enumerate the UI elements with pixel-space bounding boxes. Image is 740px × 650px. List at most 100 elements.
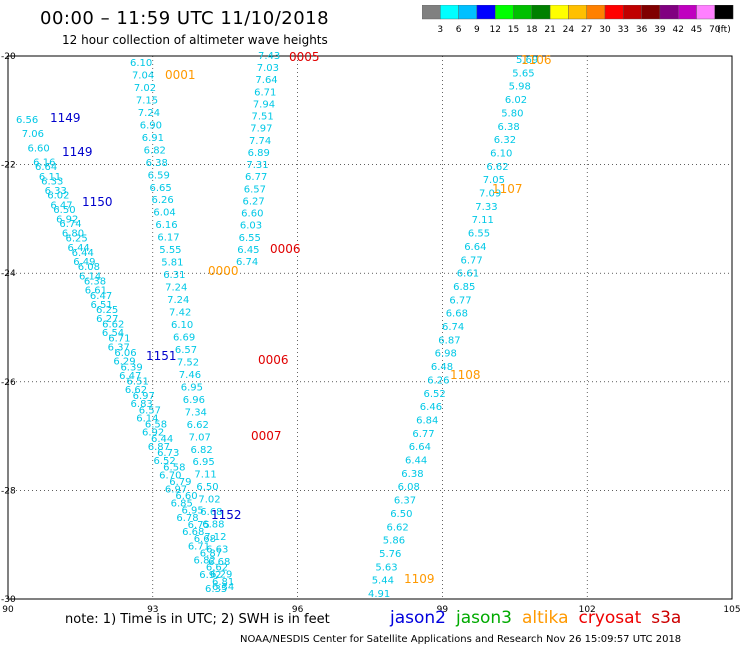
map-tick-labels: 90 93 96 99 102 105 -20 -22 -24 -26 -28 -30 <box>1 52 740 615</box>
swh-value-west-inner: 6.95 <box>181 505 203 516</box>
swh-value-west: 6.14 <box>79 271 101 282</box>
swh-value-mid: 6.31 <box>163 270 185 281</box>
swh-value-east-a: 7.74 <box>249 136 271 147</box>
scale-swatch <box>714 5 734 20</box>
scale-label: 15 <box>508 25 519 35</box>
swh-value-west: 6.83 <box>131 399 153 410</box>
lon-tick-label: 105 <box>723 605 740 615</box>
swh-value-west: 6.92 <box>56 214 78 225</box>
swh-value-east-b: 6.02 <box>505 95 527 106</box>
swh-value-west-inner: 6.68 <box>194 534 216 545</box>
swh-value-mid: 5.55 <box>159 245 181 256</box>
swh-value-east-a: 7.97 <box>250 124 272 135</box>
scale-label: 70 <box>709 25 721 35</box>
swh-value-east-b: 6.55 <box>468 229 490 240</box>
swh-value-mid: 6.10 <box>130 58 152 69</box>
scale-label: 21 <box>544 25 555 35</box>
swh-value-mid: 6.34 <box>212 582 234 593</box>
swh-value-mid: 6.50 <box>196 482 218 493</box>
swh-value-west: 6.27 <box>96 314 118 325</box>
swh-value-east-b: 5.44 <box>372 576 394 587</box>
swh-value-mid: 7.07 <box>189 432 211 443</box>
swh-value-west: 6.14 <box>136 413 158 424</box>
swh-value-west: 6.52 <box>153 456 175 467</box>
swh-value-west-inner: 6.62 <box>206 563 228 574</box>
swh-value-west: 6.35 <box>205 584 227 595</box>
swh-value-east-b: 6.64 <box>464 242 486 253</box>
swh-value-west: 6.62 <box>125 385 147 396</box>
swh-value-west-inner: 6.75 <box>188 520 210 531</box>
swh-value-west: 6.47 <box>119 371 141 382</box>
swh-value-west-inner: 6.79 <box>169 477 191 488</box>
color-scale: 3 6 9 12 15 18 21 24 27 30 33 36 39 42 45 70(ft) <box>422 5 734 35</box>
swh-value-west-inner: 6.58 <box>145 420 167 431</box>
swh-value-mid: 7.15 <box>136 95 158 106</box>
lon-tick-label: 99 <box>437 605 449 615</box>
swh-value-mid: 5.81 <box>161 258 183 269</box>
swh-value-east-a: 6.60 <box>241 209 263 220</box>
swh-value-east-b: 7.33 <box>475 202 497 213</box>
swh-value-west-inner: 6.39 <box>120 362 142 373</box>
swh-value-east-b: 6.48 <box>431 362 453 373</box>
swh-value-mid: 6.04 <box>153 208 175 219</box>
legend-jason3: jason3 <box>456 608 512 628</box>
swh-value-west-inner: 6.60 <box>175 491 197 502</box>
swh-value-west: 6.44 <box>68 243 90 254</box>
time-label: 1108 <box>450 368 481 382</box>
swh-value-west: 6.49 <box>73 257 95 268</box>
swh-value-mid: 7.52 <box>177 357 199 368</box>
swh-value-west: 6.97 <box>165 485 187 496</box>
swh-value-mid: 7.42 <box>169 308 191 319</box>
map-frame <box>7 55 733 600</box>
swh-value-mid: 6.95 <box>192 457 214 468</box>
time-label: 1107 <box>492 182 523 196</box>
swh-value-west-inner: 6.25 <box>96 305 118 316</box>
swh-value-east-b: 4.91 <box>368 589 390 600</box>
swh-value-east-b: 6.61 <box>457 269 479 280</box>
swh-value-west-inner: 6.50 <box>53 205 75 216</box>
map-grid <box>7 55 733 600</box>
swh-value-east-b: 6.37 <box>394 496 416 507</box>
swh-value-east-b: 5.98 <box>509 82 531 93</box>
scale-label: 3 <box>437 25 443 35</box>
map-footer: NOAA/NESDIS Center for Satellite Applica… <box>240 634 682 645</box>
swh-value-west: 6.85 <box>171 499 193 510</box>
legend-cryosat: cryosat <box>578 608 642 628</box>
swh-value-east-a: 6.27 <box>242 196 264 207</box>
swh-value-mid: 7.02 <box>198 495 220 506</box>
swh-value-east-b: 5.80 <box>501 108 523 119</box>
time-label: 1149 <box>50 111 81 125</box>
swh-value-west-inner: 6.47 <box>90 291 112 302</box>
swh-value-west-inner: 6.73 <box>157 448 179 459</box>
swh-value-mid: 7.04 <box>132 70 154 81</box>
swh-value-west: 6.70 <box>159 470 181 481</box>
swh-value-west: 6.87 <box>148 442 170 453</box>
swh-value-east-b: 6.10 <box>490 148 512 159</box>
time-label: 0006 <box>270 242 301 256</box>
swh-value-mid: 7.12 <box>204 532 226 543</box>
swh-value-mid: 7.24 <box>165 283 187 294</box>
swh-value-west: 6.11 <box>39 172 61 183</box>
swh-value-mid: 6.82 <box>191 445 213 456</box>
swh-value-mid: 6.68 <box>208 557 230 568</box>
swh-value-east-b: 6.38 <box>401 469 423 480</box>
swh-value-west: 6.68 <box>182 527 204 538</box>
swh-value-east-b: 7.09 <box>479 189 501 200</box>
swh-value-west-inner: 6.06 <box>114 348 136 359</box>
swh-value-east-b: 6.46 <box>420 402 442 413</box>
lat-tick-label: -22 <box>1 161 16 171</box>
swh-value-mid: 6.57 <box>175 345 197 356</box>
swh-value-west: 6.54 <box>102 328 124 339</box>
swh-value-west-inner: 6.62 <box>102 319 124 330</box>
swh-value-east-b: 5.86 <box>383 536 405 547</box>
time-label: 1150 <box>82 195 113 209</box>
swh-value-west-inner: 6.64 <box>35 162 57 173</box>
swh-value-east-a: 6.57 <box>244 184 266 195</box>
swh-value-east-b: 6.62 <box>486 162 508 173</box>
scale-label: 39 <box>654 25 666 35</box>
swh-value-mid: 6.63 <box>206 545 228 556</box>
swh-value-west: 6.60 <box>27 143 49 154</box>
time-label: 1151 <box>146 349 177 363</box>
swh-value-east-b: 6.64 <box>409 442 431 453</box>
